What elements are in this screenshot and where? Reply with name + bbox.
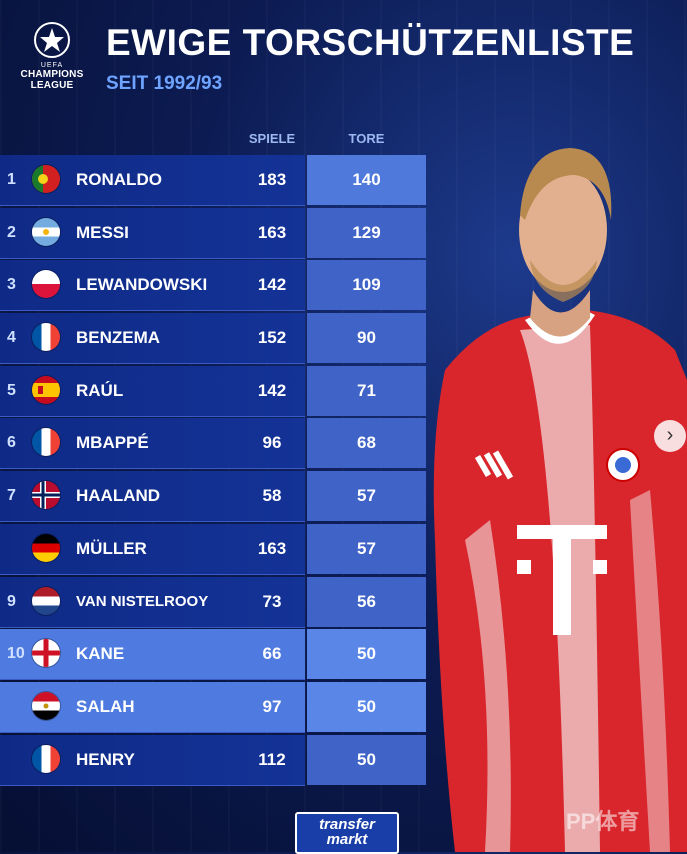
goals-value: 50 <box>357 749 376 769</box>
goals-cell-background <box>307 365 426 416</box>
goals-cell-background <box>307 576 426 627</box>
goals-cell-background <box>307 155 426 205</box>
rank-number: 9 <box>7 592 16 610</box>
logo-champions: CHAMPIONS <box>20 69 84 80</box>
transfermarkt-logo: transfer markt <box>295 812 399 854</box>
goals-cell-background <box>307 418 426 469</box>
games-value: 142 <box>257 380 287 400</box>
norway-flag-icon <box>32 481 60 510</box>
next-slide-button[interactable]: › <box>654 420 686 452</box>
france-flag-icon <box>32 744 60 773</box>
games-value: 97 <box>262 696 282 716</box>
logo-uefa: UEFA <box>40 62 64 69</box>
table-row: 2 MESSI 163 129 <box>0 207 426 260</box>
brand-line1: transfer <box>319 816 375 833</box>
goals-cell-background <box>307 523 426 574</box>
games-value: 96 <box>262 433 282 453</box>
egypt-flag-icon <box>32 691 60 720</box>
goals-cell-background <box>307 681 426 732</box>
goals-cell-background <box>307 260 426 311</box>
player-name: MBAPPÉ <box>76 433 149 453</box>
player-photo <box>433 148 687 852</box>
games-value: 58 <box>262 486 282 506</box>
table-row: MÜLLER 163 57 <box>0 523 426 576</box>
rank-number: 7 <box>7 487 16 505</box>
rank-number: 10 <box>7 645 25 663</box>
page-subtitle: SEIT 1992/93 <box>106 73 223 94</box>
player-name: SALAH <box>76 696 135 716</box>
player-name: RONALDO <box>76 170 162 189</box>
netherlands-flag-icon <box>32 586 60 615</box>
goals-cell-background <box>307 734 426 785</box>
rank-number: 5 <box>7 381 16 399</box>
scorer-table: 1 RONALDO 183 140 2 MESSI 163 129 3 LEWANDOWSKI 14… <box>0 154 426 786</box>
starball-icon <box>34 22 70 58</box>
goals-value: 140 <box>352 170 381 189</box>
logo-league: LEAGUE <box>30 80 74 91</box>
rank-number: 4 <box>7 329 16 347</box>
table-row: 1 RONALDO 183 140 <box>0 154 426 207</box>
goals-cell-background <box>307 207 426 258</box>
player-name: HENRY <box>76 749 135 769</box>
goals-value: 90 <box>357 328 376 348</box>
table-row: 9 VAN NISTELROOY 73 56 <box>0 576 426 629</box>
games-value: 73 <box>262 591 282 611</box>
games-value: 163 <box>257 538 287 558</box>
player-name: MESSI <box>76 222 129 242</box>
rank-number: 6 <box>7 434 16 452</box>
table-row: 6 MBAPPÉ 96 68 <box>0 417 426 470</box>
games-value: 152 <box>257 328 287 348</box>
player-name: BENZEMA <box>76 328 161 348</box>
goals-value: 50 <box>357 644 376 664</box>
spain-flag-icon <box>32 375 60 404</box>
page-title: EWIGE TORSCHÜTZENLISTE <box>106 22 635 63</box>
player-name: HAALAND <box>76 486 161 506</box>
england-flag-icon <box>32 639 60 668</box>
brand-line2: markt <box>326 831 368 848</box>
goals-cell-background <box>307 313 426 364</box>
goals-value: 57 <box>357 486 376 506</box>
france-flag-icon <box>32 428 60 457</box>
watermark: PP体育 <box>566 809 640 834</box>
goals-cell-background <box>307 471 426 522</box>
portugal-flag-icon <box>32 165 60 193</box>
table-row: 3 LEWANDOWSKI 142 109 <box>0 259 426 312</box>
goals-value: 109 <box>352 275 381 295</box>
rank-number: 1 <box>7 171 16 188</box>
games-value: 66 <box>262 644 282 664</box>
column-header-goals: TORE <box>348 131 385 146</box>
table-row: 5 RAÚL 142 71 <box>0 365 426 418</box>
games-value: 112 <box>258 749 286 769</box>
column-header-games: SPIELE <box>248 131 296 146</box>
games-value: 142 <box>257 275 287 295</box>
champions-league-logo: UEFA CHAMPIONS LEAGUE <box>10 20 94 91</box>
goals-value: 71 <box>357 380 376 400</box>
games-value: 183 <box>257 170 287 189</box>
goals-value: 50 <box>357 696 376 716</box>
table-row: HENRY 112 50 <box>0 734 426 787</box>
poland-flag-icon <box>32 270 60 299</box>
player-name: RAÚL <box>76 380 124 400</box>
france-flag-icon <box>32 323 60 352</box>
player-name: VAN NISTELROOY <box>76 592 209 610</box>
goals-value: 56 <box>357 591 376 611</box>
games-value: 163 <box>257 222 287 242</box>
goals-value: 129 <box>352 222 381 242</box>
goals-value: 68 <box>357 433 376 453</box>
player-name: KANE <box>76 644 125 664</box>
goals-value: 57 <box>357 538 376 558</box>
table-row: 7 HAALAND 58 57 <box>0 470 426 523</box>
table-row: SALAH 97 50 <box>0 681 426 734</box>
rank-number: 3 <box>7 276 16 294</box>
goals-cell-background <box>307 629 426 680</box>
player-name: LEWANDOWSKI <box>76 275 208 295</box>
argentina-flag-icon <box>32 217 60 246</box>
player-name: MÜLLER <box>76 538 147 558</box>
rank-number: 2 <box>7 223 16 241</box>
table-row: 4 BENZEMA 152 90 <box>0 312 426 365</box>
germany-flag-icon <box>32 533 60 562</box>
table-row: 10 KANE 66 50 <box>0 628 426 681</box>
